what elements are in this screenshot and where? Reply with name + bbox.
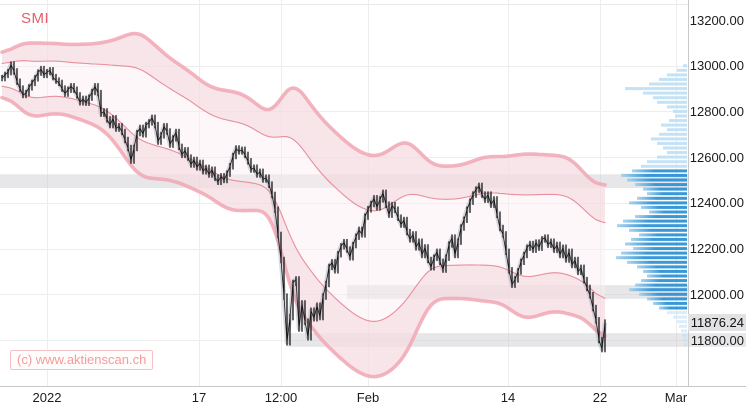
current-price-tag: 11876.24: [688, 314, 746, 332]
x-axis-label: 22: [592, 390, 608, 405]
x-axis-label: 17: [191, 390, 207, 405]
watermark: (c) www.aktienscan.ch: [10, 350, 154, 370]
volume-profile: [616, 64, 687, 347]
y-axis-label: 13000.00: [689, 58, 744, 74]
x-axis-label: 14: [500, 390, 516, 405]
y-axis-label: 13200.00: [689, 12, 744, 28]
y-axis-label: 11800.00: [690, 332, 744, 348]
y-axis-label: 12200.00: [689, 241, 744, 257]
symbol-label: SMI: [21, 10, 50, 27]
y-axis-label: 12000.00: [689, 286, 744, 302]
candlestick-series: [0, 61, 608, 353]
y-axis-label: 12400.00: [689, 195, 744, 211]
x-axis-label: Feb: [356, 390, 380, 405]
x-axis-label: Mar: [664, 390, 688, 405]
y-axis-label: 12800.00: [689, 103, 744, 119]
x-axis-label: 12:00: [264, 390, 298, 405]
x-axis-label: 2022: [32, 390, 62, 405]
y-axis-label: 12600.00: [689, 149, 744, 165]
